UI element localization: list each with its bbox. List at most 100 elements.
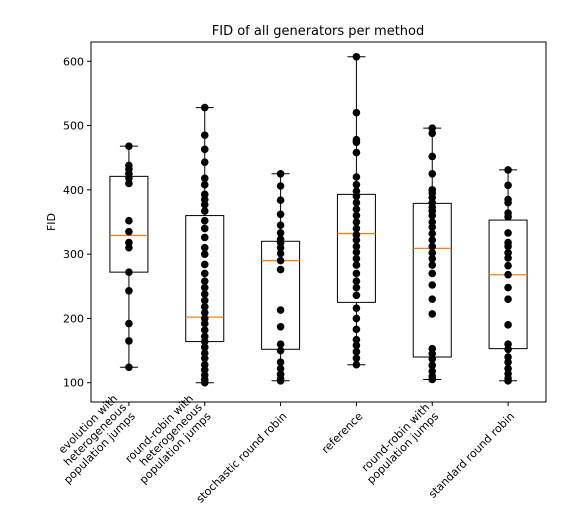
data-point	[200, 283, 209, 292]
data-point	[200, 250, 209, 258]
data-point	[504, 270, 512, 279]
data-point	[200, 337, 209, 346]
data-point	[276, 364, 285, 373]
data-point	[352, 269, 361, 278]
data-point	[428, 169, 437, 178]
data-point	[504, 213, 512, 221]
y-axis-label: FID	[45, 213, 58, 231]
data-point	[200, 303, 209, 311]
data-point	[504, 261, 512, 270]
data-point	[200, 174, 209, 183]
data-point	[352, 254, 361, 263]
data-point	[200, 296, 209, 305]
data-point	[352, 236, 361, 244]
data-points	[125, 52, 512, 387]
data-point	[504, 321, 512, 329]
data-point	[352, 173, 361, 181]
data-point	[352, 138, 361, 147]
data-point	[276, 229, 285, 237]
data-point	[125, 243, 133, 252]
data-point	[276, 243, 285, 252]
data-point	[352, 148, 361, 157]
data-point	[352, 360, 361, 369]
data-point	[125, 337, 133, 345]
data-point	[352, 325, 361, 334]
data-point	[352, 335, 361, 344]
data-point	[125, 286, 133, 295]
data-point	[428, 249, 437, 257]
data-point	[504, 376, 512, 385]
data-point	[276, 322, 285, 331]
data-point	[200, 378, 209, 387]
data-point	[352, 242, 361, 251]
data-point	[428, 152, 437, 161]
data-point	[276, 256, 285, 265]
data-point	[200, 131, 209, 140]
data-point	[428, 375, 437, 384]
box-plots	[109, 56, 528, 384]
data-point	[200, 233, 209, 242]
data-point	[276, 221, 285, 230]
data-point	[276, 210, 285, 219]
data-point	[352, 248, 361, 257]
data-point	[352, 304, 361, 312]
data-point	[352, 291, 361, 300]
data-point	[428, 361, 437, 370]
data-point	[428, 223, 437, 231]
data-point	[125, 216, 133, 225]
y-tick-label: 600	[63, 55, 84, 68]
data-point	[352, 283, 361, 292]
data-point	[276, 358, 285, 366]
data-point	[352, 218, 361, 226]
data-point	[125, 142, 133, 150]
data-point	[200, 200, 209, 209]
data-point	[428, 254, 437, 263]
data-point	[200, 260, 209, 269]
x-tick-label-line: standard round robin	[426, 410, 517, 501]
data-point	[200, 216, 209, 225]
data-point	[276, 182, 285, 190]
data-point	[352, 277, 361, 285]
data-point	[276, 169, 285, 178]
data-point	[200, 326, 209, 334]
data-point	[352, 314, 361, 323]
data-point	[504, 254, 512, 262]
data-point	[352, 198, 361, 207]
data-point	[504, 358, 512, 366]
data-point	[352, 341, 361, 350]
data-point	[428, 236, 437, 244]
data-point	[428, 129, 437, 138]
data-point	[200, 290, 209, 298]
data-point	[504, 181, 512, 190]
data-point	[428, 310, 437, 318]
data-point	[504, 198, 512, 207]
data-point	[352, 261, 361, 269]
chart-title: FID of all generators per method	[212, 24, 424, 39]
data-point	[200, 158, 209, 167]
data-point	[504, 166, 512, 174]
data-point	[200, 103, 209, 112]
data-point	[352, 354, 361, 363]
data-point	[276, 196, 285, 204]
x-tick-label: round-robin withheterogeneouspopulation …	[119, 392, 214, 487]
data-point	[200, 308, 209, 317]
data-point	[276, 376, 285, 385]
data-point	[276, 340, 285, 348]
x-tick-label: evolution withheterogeneouspopulation ju…	[43, 392, 138, 487]
y-tick-label: 200	[63, 312, 84, 325]
y-tick-label: 300	[63, 248, 84, 261]
data-point	[200, 180, 209, 189]
data-point	[200, 354, 209, 363]
data-point	[276, 249, 285, 258]
x-tick-label: reference	[319, 410, 365, 456]
y-tick-label: 500	[63, 120, 84, 133]
y-axis: 100 200 300 400 500 600	[63, 55, 91, 390]
data-point	[428, 269, 437, 278]
data-point	[428, 281, 437, 289]
y-tick-label: 100	[63, 377, 84, 390]
data-point	[352, 211, 361, 220]
x-tick-label: standard round robin	[426, 410, 517, 501]
data-point	[125, 179, 133, 188]
data-point	[352, 205, 361, 213]
